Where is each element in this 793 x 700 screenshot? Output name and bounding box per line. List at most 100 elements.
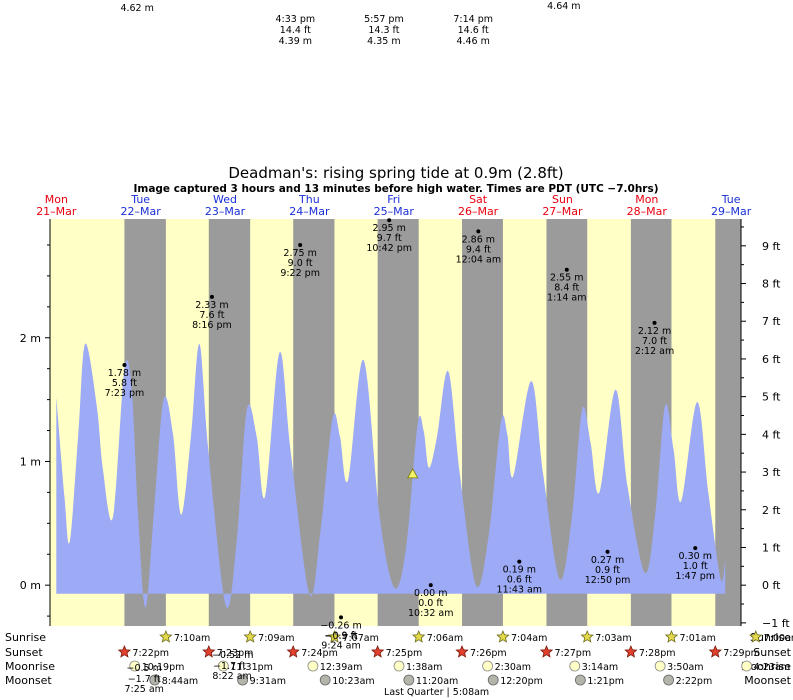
tide-extreme-text: 1.0 ft (683, 561, 708, 572)
tide-extreme-text: 1.78 m (108, 368, 141, 379)
day-name: Thu (298, 193, 320, 206)
sunset-time: 7:26pm (470, 648, 507, 659)
day-name: Wed (213, 193, 237, 206)
day-date: 29–Mar (711, 205, 752, 218)
sunset-icon (117, 644, 132, 658)
day-date: 28–Mar (627, 205, 668, 218)
chart-title: Deadman's: rising spring tide at 0.9m (2… (228, 164, 563, 182)
top-fragment-text: 7:14 pm (453, 14, 493, 25)
tide-extreme-dot (387, 218, 392, 223)
day-name: Sat (469, 193, 488, 206)
tide-extreme-dot (298, 242, 303, 247)
moonrise-time: 3:14am (582, 662, 618, 673)
sunset-time: 7:22pm (132, 648, 169, 659)
tide-extreme-text: 9.7 ft (377, 233, 402, 244)
tide-extreme-text: 9:24 am (321, 640, 360, 651)
day-date: 27–Mar (542, 205, 583, 218)
moonset-icon (149, 674, 161, 686)
sunrise-icon (327, 629, 342, 643)
tide-extreme-text: 0.30 m (679, 551, 712, 562)
top-fragment-text: 15.2 ft (122, 0, 153, 3)
sunrise-time: 7:00am (764, 633, 793, 644)
tide-extreme-text: 7.0 ft (642, 336, 667, 347)
top-fragment-text: 4.35 m (367, 36, 400, 47)
tide-extreme-dot (517, 559, 522, 564)
title-group: Deadman's: rising spring tide at 0.9m (2… (133, 164, 658, 195)
tide-extreme-text: 1:47 pm (675, 571, 715, 582)
tide-extreme-text: 0.6 ft (507, 575, 532, 586)
tide-extreme-text: −0.9 ft (325, 630, 358, 641)
sunset-icon (286, 644, 300, 658)
moonrise-icon (654, 660, 666, 672)
moonset-time: 1:21pm (587, 676, 624, 687)
left-axis-label: 2 m (20, 332, 41, 345)
right-axis-label: 0 ft (762, 579, 781, 592)
chart-subtitle: Image captured 3 hours and 13 minutes be… (133, 183, 658, 195)
moonset-icon (319, 674, 331, 686)
right-axis-label: 3 ft (762, 466, 781, 479)
tide-extreme-text: 2.95 m (372, 223, 405, 234)
overlapping-low-tide-text: −1.7 ft (213, 661, 246, 672)
tide-extreme-text: 7:23 pm (105, 388, 145, 399)
moonset-time: 9:31am (250, 676, 286, 687)
tide-extreme-text: 2.55 m (550, 273, 583, 284)
sunrise-time: 7:06am (427, 633, 463, 644)
right-axis-label: 9 ft (762, 240, 781, 253)
sunset-time: 7:23pm (217, 648, 254, 659)
moonrise-icon (307, 660, 319, 672)
moonset-time: 8:44am (162, 676, 198, 687)
tide-extreme-text: 7.6 ft (199, 310, 224, 321)
tide-extreme-text: 10:32 am (408, 608, 453, 619)
tide-extreme-dot (605, 549, 610, 554)
moonset-icon (403, 674, 415, 686)
moonrise-time: 2:30am (495, 662, 531, 673)
day-name: Mon (45, 193, 68, 206)
day-name: Sun (552, 193, 573, 206)
right-axis-label: −1 ft (762, 617, 790, 630)
moonset-icon (237, 674, 249, 686)
tide-curve (56, 343, 726, 609)
top-fragment-text: 4:33 pm (276, 14, 316, 25)
tide-extreme-text: 2.86 m (462, 234, 495, 245)
right-axis-label: 2 ft (762, 504, 781, 517)
tide-extreme-text: 5.8 ft (112, 378, 137, 389)
tide-extreme-text: 0.27 m (591, 555, 624, 566)
tide-extreme-text: 11:43 am (497, 585, 542, 596)
current-tide-marker (407, 468, 419, 479)
tide-extreme-dot (209, 294, 214, 299)
tide-extreme-dot (339, 615, 344, 620)
tide-extreme-dot (652, 320, 657, 325)
astro-row-label-right: Moonset (744, 674, 791, 687)
moonrise-time: 1:38am (406, 662, 442, 673)
day-date: 22–Mar (121, 205, 162, 218)
tide-extreme-text: −0.26 m (320, 620, 361, 631)
overlapping-low-tide-text: −1.7 ft (128, 674, 161, 685)
tide-extreme-dot (564, 267, 569, 272)
moonrise-icon (129, 660, 141, 672)
overlapping-low-tide-text: −0.5 m (127, 663, 162, 674)
tide-extreme-text: 0.0 ft (418, 598, 443, 609)
astro-row-label-right: Sunset (753, 646, 791, 659)
tide-extreme-text: 12:50 pm (585, 575, 631, 586)
top-fragment-text: 14.3 ft (368, 25, 399, 36)
overlapping-low-tide-text: −0.52 m (212, 650, 253, 661)
sunset-time: 7:24pm (301, 648, 338, 659)
moonrise-icon (482, 660, 493, 672)
moonrise-icon (569, 660, 581, 672)
top-fragment-text: 4.46 m (456, 36, 489, 47)
tide-extreme-text: 2:12 am (635, 346, 674, 357)
astro-row-label-left: Sunset (5, 646, 43, 659)
top-fragment-text: 4.62 m (120, 3, 153, 14)
day-name: Fri (387, 193, 400, 206)
tide-extreme-text: 9.4 ft (466, 244, 491, 255)
tide-extreme-dot (476, 229, 481, 234)
overlapping-low-tide-text: 7:25 am (124, 684, 163, 695)
day-date: 26–Mar (458, 205, 499, 218)
sunrise-icon (159, 629, 173, 643)
tide-extreme-text: 0.00 m (414, 588, 447, 599)
day-name: Mon (635, 193, 658, 206)
tide-area (56, 343, 726, 609)
sunrise-time: 7:03am (595, 633, 631, 644)
